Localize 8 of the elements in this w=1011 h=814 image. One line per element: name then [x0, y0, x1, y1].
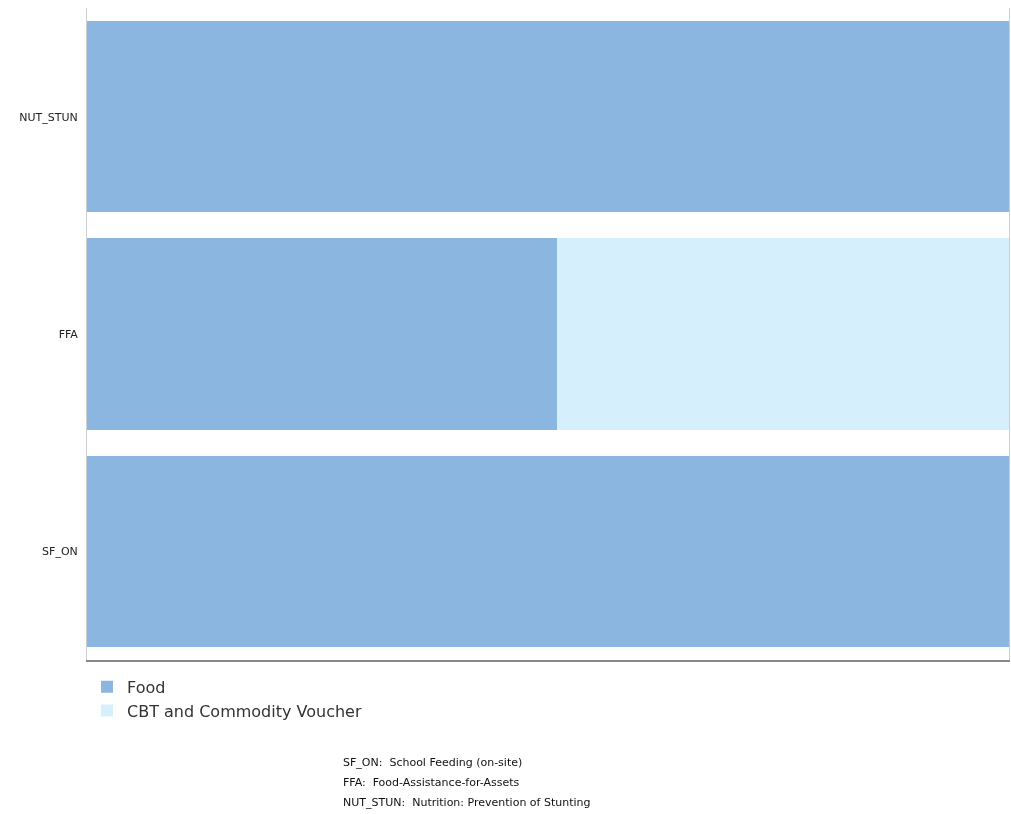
- text: NUT_STUN: Nutrition: Prevention of Stunting: [343, 796, 591, 809]
- text: SF_ON: School Feeding (on-site): [343, 756, 523, 769]
- legend-label: CBT and Commodity Voucher: [127, 701, 362, 721]
- y-tick-label: FFA: [58, 327, 79, 341]
- legend-label: Food: [127, 677, 166, 697]
- text: FFA: Food-Assistance-for-Assets: [343, 776, 520, 789]
- y-tick-label: NUT_STUN: [19, 110, 78, 124]
- y-tick-label: SF_ON: [42, 545, 78, 559]
